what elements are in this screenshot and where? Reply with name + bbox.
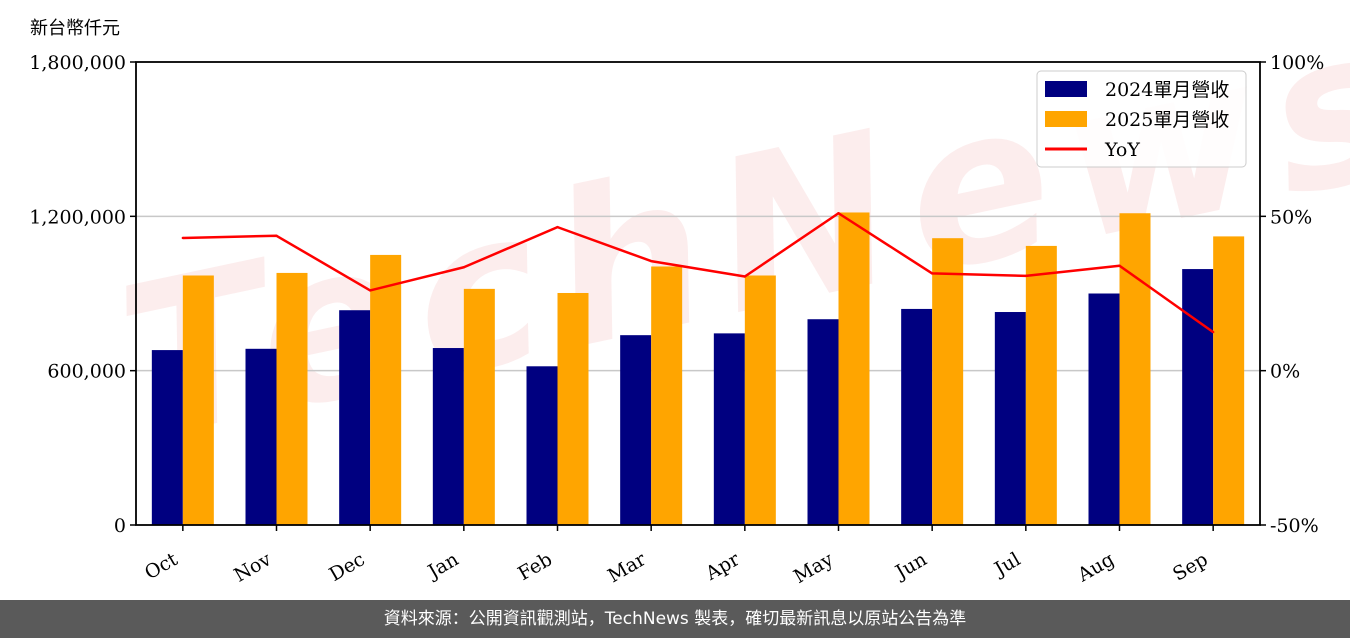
x-tick-label: Feb (514, 548, 556, 585)
y-left-tick-label: 1,200,000 (29, 206, 126, 228)
legend-swatch (1045, 81, 1087, 97)
bar-2024 (432, 348, 464, 525)
bar-2024 (526, 366, 558, 525)
x-tick-label: Dec (326, 548, 369, 586)
x-tick-label: Nov (230, 548, 275, 587)
y-right-tick-label: 100% (1270, 52, 1324, 74)
y-left-tick-label: 1,800,000 (29, 52, 126, 74)
bar-2024 (807, 319, 839, 525)
yoy-point (1118, 264, 1121, 267)
x-tick-label: Mar (604, 548, 650, 587)
legend-swatch (1045, 111, 1087, 127)
bar-2025 (744, 275, 776, 525)
yoy-point (462, 266, 466, 269)
yoy-point (181, 236, 185, 240)
yoy-point (1211, 330, 1215, 334)
revenue-chart: 0 600,000 1,200,000 1,800,000 -50% 0% 50% 100% O… (29, 52, 1324, 588)
bar-2025 (463, 288, 495, 525)
y-left-tick-label: 0 (114, 515, 126, 537)
plot-frame (135, 61, 1261, 526)
bar-2024 (1088, 293, 1120, 525)
unit-label: 新台幣仟元 (30, 18, 120, 39)
x-tick-label: Jan (423, 548, 463, 584)
yoy-point (368, 289, 372, 292)
yoy-point (275, 234, 278, 237)
bar-2024 (1182, 269, 1214, 525)
x-tick-label: Aug (1073, 548, 1118, 587)
yoy-point (837, 212, 840, 215)
x-tick-label: Oct (141, 548, 182, 584)
yoy-point (930, 272, 934, 275)
x-tick-label: Sep (1169, 548, 1212, 585)
bar-2025 (1119, 213, 1151, 525)
legend-label: 2024單月營收 (1105, 79, 1229, 101)
legend-label: 2025單月營收 (1105, 109, 1229, 131)
x-tick-label: Apr (701, 548, 744, 585)
yoy-point (1024, 274, 1028, 278)
bar-2024 (713, 333, 745, 525)
y-right-tick-label: -50% (1270, 515, 1319, 537)
y-right-tick-label: 0% (1270, 361, 1300, 383)
bar-2025 (1213, 236, 1245, 525)
bar-2025 (276, 272, 308, 525)
bar-2025 (1025, 245, 1057, 526)
y-right-tick-label: 50% (1270, 206, 1312, 228)
bar-2024 (245, 348, 277, 525)
bar-2024 (901, 308, 933, 525)
y-left-tick-label: 600,000 (47, 361, 126, 383)
legend-label: YoY (1104, 139, 1140, 161)
source-footer: 資料來源：公開資訊觀測站，TechNews 製表，確切最新訊息以原站公告為準 (0, 600, 1350, 638)
yoy-point (743, 275, 747, 278)
bar-2025 (182, 275, 214, 525)
x-tick-label: Jun (890, 548, 931, 584)
x-tick-label: Jul (989, 548, 1024, 581)
legend-box (1036, 70, 1247, 168)
bar-2025 (370, 254, 402, 525)
bar-2024 (620, 335, 652, 525)
bar-2024 (151, 350, 183, 525)
bar-2025 (557, 292, 589, 525)
bar-2025 (651, 266, 683, 525)
yoy-point (649, 259, 653, 263)
yoy-line (182, 211, 1214, 334)
bar-2024 (339, 310, 371, 525)
bar-2025 (838, 212, 870, 525)
bar-2025 (932, 238, 964, 526)
x-tick-label: May (790, 548, 837, 588)
bar-2024 (994, 312, 1026, 525)
yoy-point (556, 225, 559, 229)
